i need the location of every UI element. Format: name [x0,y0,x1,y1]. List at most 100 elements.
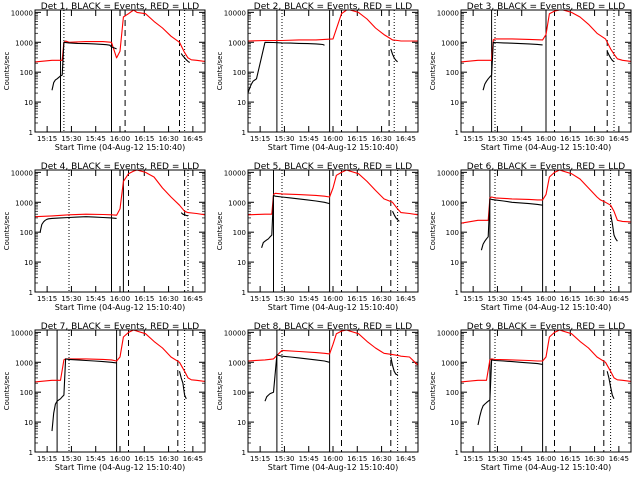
y-tick-label: 1000 [228,359,246,367]
x-tick-label: 15:15 [463,135,483,143]
series-line-3 [178,371,187,400]
x-tick-label: 16:15 [347,295,367,303]
x-tick-label: 16:00 [323,455,343,463]
chart-title: Det 2, BLACK = Events, RED = LLD [254,2,413,12]
x-tick-label: 15:30 [61,295,81,303]
y-tick-label: 100 [20,69,33,77]
y-tick-label: 1 [455,449,459,457]
plot-frame [460,329,632,453]
y-tick-label: 100 [233,229,246,237]
x-tick-label: 16:15 [560,295,580,303]
y-axis-label: Counts/sec [3,372,11,411]
series-line-3 [392,211,400,222]
x-tick-label: 15:45 [512,455,532,463]
x-tick-label: 16:15 [347,135,367,143]
chart-title: Det 3, BLACK = Events, RED = LLD [467,2,626,12]
y-tick-label: 10000 [224,9,246,17]
x-tick-label: 16:45 [609,295,629,303]
series-line-3 [610,214,618,242]
x-tick-label: 16:30 [371,295,391,303]
y-tick-label: 1 [29,289,33,297]
series-line-3 [180,212,189,217]
x-tick-label: 15:45 [86,295,106,303]
x-tick-label: 15:30 [61,455,81,463]
x-tick-label: 16:15 [347,455,367,463]
y-tick-label: 1 [242,449,246,457]
x-axis-label: Start Time (04-Aug-12 15:10:40) [268,143,399,152]
x-tick-label: 16:30 [584,295,604,303]
series-line-2 [51,41,117,91]
series-line-3 [180,53,190,63]
x-tick-label: 16:45 [396,135,416,143]
y-tick-label: 1000 [228,199,246,207]
series-line-1 [460,329,632,383]
x-tick-label: 15:30 [487,295,507,303]
y-tick-label: 10 [450,99,459,107]
x-tick-label: 15:15 [250,295,270,303]
x-tick-label: 15:15 [463,295,483,303]
subplot-det-6: Det 6, BLACK = Events, RED = LLD Counts/s… [429,162,632,312]
x-tick-label: 16:30 [371,135,391,143]
x-tick-label: 15:45 [512,295,532,303]
subplot-det-1: Det 1, BLACK = Events, RED = LLD Counts/s… [3,2,206,152]
y-axis-label: Counts/sec [3,52,11,91]
y-tick-label: 10 [450,419,459,427]
subplot-det-5: Det 5, BLACK = Events, RED = LLD Counts/s… [216,162,419,312]
x-tick-label: 15:45 [299,455,319,463]
x-tick-label: 16:45 [609,455,629,463]
y-tick-label: 10000 [11,9,33,17]
x-tick-label: 16:15 [134,455,154,463]
x-tick-label: 16:45 [183,455,203,463]
x-tick-label: 16:00 [110,455,130,463]
x-tick-label: 16:30 [584,135,604,143]
y-tick-label: 10 [24,259,33,267]
chart-title: Det 1, BLACK = Events, RED = LLD [41,2,200,12]
x-tick-label: 16:00 [536,455,556,463]
series-line-2 [39,216,117,233]
x-tick-label: 15:30 [274,295,294,303]
subplot-det-4: Det 4, BLACK = Events, RED = LLD Counts/s… [3,162,206,312]
y-tick-label: 10 [237,99,246,107]
y-tick-label: 10000 [11,329,33,337]
x-tick-label: 16:45 [183,135,203,143]
y-tick-label: 10 [24,419,33,427]
y-tick-label: 10000 [437,329,459,337]
y-axis-label: Counts/sec [216,212,224,251]
y-tick-label: 10 [450,259,459,267]
x-tick-label: 15:15 [37,135,57,143]
y-tick-label: 1 [242,289,246,297]
series-line-1 [247,169,419,216]
y-axis-label: Counts/sec [216,372,224,411]
y-tick-label: 1000 [15,359,33,367]
y-tick-label: 10 [24,99,33,107]
plot-frame [34,169,206,293]
y-tick-label: 1 [29,449,33,457]
y-tick-label: 100 [233,389,246,397]
subplot-det-3: Det 3, BLACK = Events, RED = LLD Counts/s… [429,2,632,152]
x-tick-label: 16:15 [560,455,580,463]
x-tick-label: 16:30 [158,135,178,143]
plot-frame [247,9,419,133]
series-line-3 [390,356,398,376]
x-tick-label: 16:00 [110,135,130,143]
y-tick-label: 100 [446,229,459,237]
x-tick-label: 16:30 [158,295,178,303]
x-tick-label: 16:45 [396,295,416,303]
y-tick-label: 100 [446,69,459,77]
y-tick-label: 10000 [437,169,459,177]
x-tick-label: 15:15 [463,455,483,463]
x-tick-label: 16:00 [536,135,556,143]
chart-title: Det 6, BLACK = Events, RED = LLD [467,162,626,172]
series-line-2 [51,358,117,432]
series-line-2 [477,359,543,426]
series-line-1 [460,169,632,224]
chart-title: Det 8, BLACK = Events, RED = LLD [254,322,413,332]
x-axis-label: Start Time (04-Aug-12 15:10:40) [481,463,612,472]
x-tick-label: 15:45 [512,135,532,143]
y-tick-label: 100 [20,389,33,397]
plot-frame [460,169,632,293]
y-tick-label: 100 [446,389,459,397]
series-line-3 [606,371,615,400]
y-tick-label: 1000 [441,39,459,47]
